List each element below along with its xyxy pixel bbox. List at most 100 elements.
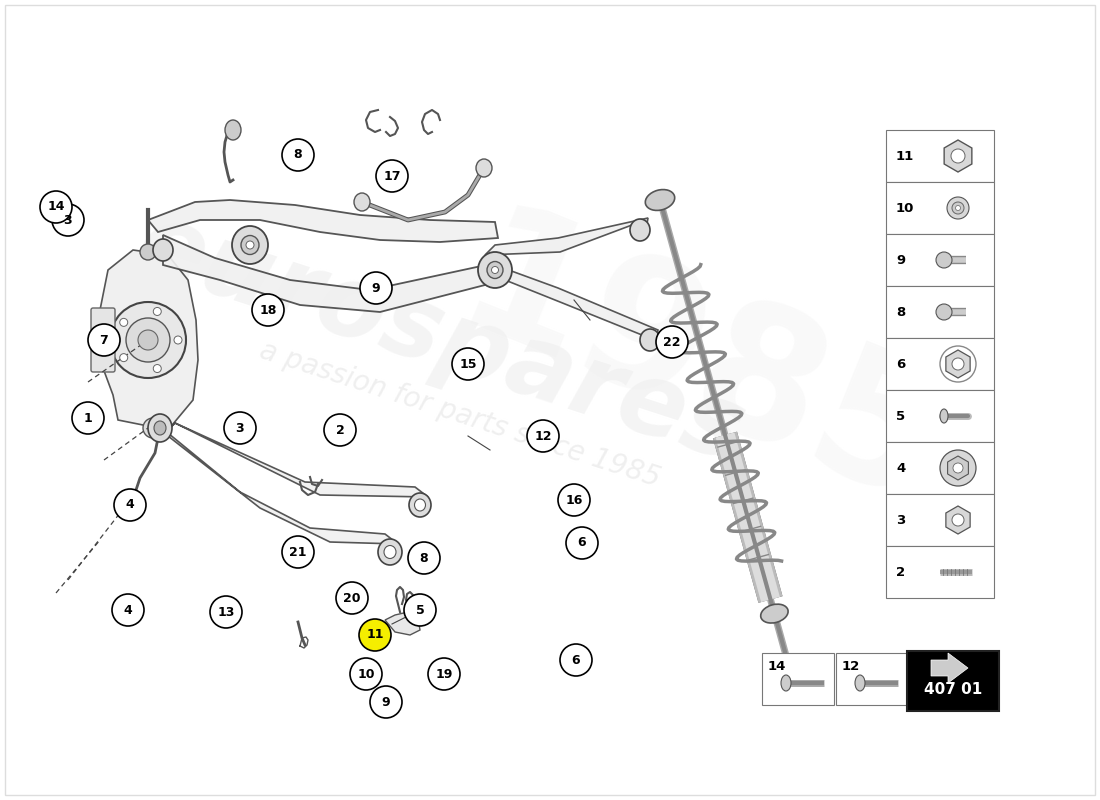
Circle shape (452, 348, 484, 380)
Circle shape (936, 304, 952, 320)
Circle shape (120, 354, 128, 362)
Polygon shape (165, 423, 428, 497)
Text: 14: 14 (768, 661, 786, 674)
Text: 9: 9 (382, 695, 390, 709)
Circle shape (936, 252, 952, 268)
Text: 4: 4 (896, 462, 905, 474)
Ellipse shape (487, 262, 503, 278)
Text: 22: 22 (663, 335, 681, 349)
Text: a passion for parts since 1985: a passion for parts since 1985 (256, 337, 664, 493)
Polygon shape (98, 250, 198, 430)
Text: 8: 8 (896, 306, 905, 318)
Circle shape (140, 244, 156, 260)
Polygon shape (946, 506, 970, 534)
Text: 4: 4 (123, 603, 132, 617)
Ellipse shape (241, 235, 258, 254)
Text: 6: 6 (896, 358, 905, 370)
Polygon shape (931, 653, 968, 683)
FancyBboxPatch shape (908, 651, 999, 711)
Text: 14: 14 (47, 201, 65, 214)
Circle shape (224, 412, 256, 444)
Ellipse shape (952, 202, 964, 214)
Ellipse shape (855, 675, 865, 691)
Ellipse shape (148, 414, 172, 442)
Circle shape (359, 619, 390, 651)
Ellipse shape (940, 409, 948, 423)
Circle shape (40, 191, 72, 223)
Polygon shape (152, 420, 398, 544)
Circle shape (370, 686, 402, 718)
Circle shape (656, 326, 688, 358)
Circle shape (153, 365, 162, 373)
Circle shape (404, 594, 436, 626)
Polygon shape (947, 456, 968, 480)
Text: 6: 6 (578, 537, 586, 550)
Polygon shape (385, 612, 420, 635)
Ellipse shape (640, 329, 660, 351)
Text: 3: 3 (896, 514, 905, 526)
Text: 7: 7 (100, 334, 109, 346)
Circle shape (324, 414, 356, 446)
Text: 5: 5 (416, 603, 425, 617)
Text: 12: 12 (842, 661, 860, 674)
Bar (886, 130, 994, 182)
Circle shape (282, 536, 314, 568)
Circle shape (376, 160, 408, 192)
Circle shape (282, 139, 314, 171)
Ellipse shape (415, 499, 426, 511)
Text: 1: 1 (84, 411, 92, 425)
Circle shape (126, 318, 170, 362)
Text: 2: 2 (896, 566, 905, 578)
Circle shape (252, 294, 284, 326)
Ellipse shape (476, 159, 492, 177)
Text: 5: 5 (896, 410, 905, 422)
Circle shape (336, 582, 368, 614)
Circle shape (143, 418, 163, 438)
Circle shape (952, 514, 964, 526)
Circle shape (360, 272, 392, 304)
Bar (886, 286, 994, 338)
Ellipse shape (947, 197, 969, 219)
Bar (762, 653, 834, 705)
Text: 13: 13 (218, 606, 234, 618)
Text: 10: 10 (358, 667, 375, 681)
Text: 12: 12 (535, 430, 552, 442)
Polygon shape (148, 200, 498, 242)
Ellipse shape (492, 266, 498, 274)
Bar (886, 546, 994, 598)
Circle shape (88, 324, 120, 356)
Bar (886, 390, 994, 442)
Text: 19: 19 (436, 667, 453, 681)
Polygon shape (485, 265, 658, 345)
Ellipse shape (226, 120, 241, 140)
Ellipse shape (781, 675, 791, 691)
Circle shape (210, 596, 242, 628)
Bar (886, 338, 994, 390)
Circle shape (114, 489, 146, 521)
Circle shape (350, 658, 382, 690)
Ellipse shape (956, 206, 960, 210)
Text: 1985: 1985 (434, 194, 966, 546)
Text: 11: 11 (896, 150, 914, 162)
Circle shape (408, 542, 440, 574)
Text: 20: 20 (343, 591, 361, 605)
Polygon shape (485, 218, 648, 255)
Circle shape (940, 450, 976, 486)
Circle shape (120, 318, 128, 326)
Ellipse shape (232, 226, 268, 264)
Text: 21: 21 (289, 546, 307, 558)
Circle shape (112, 594, 144, 626)
Text: 3: 3 (235, 422, 244, 434)
Bar (886, 442, 994, 494)
Polygon shape (944, 140, 972, 172)
Text: 407 01: 407 01 (924, 682, 982, 698)
Text: 16: 16 (565, 494, 583, 506)
Text: 10: 10 (896, 202, 914, 214)
Circle shape (153, 307, 162, 315)
Text: 15: 15 (460, 358, 476, 370)
Text: 4: 4 (125, 498, 134, 511)
Bar (886, 494, 994, 546)
Polygon shape (163, 235, 503, 312)
Circle shape (527, 420, 559, 452)
Ellipse shape (646, 190, 674, 210)
